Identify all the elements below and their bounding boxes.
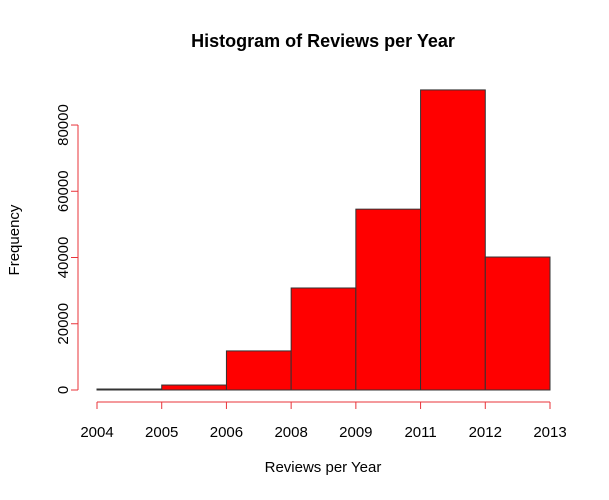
bar [484,256,551,391]
x-tick-label: 2013 [533,424,566,441]
y-tick-label: 20000 [55,303,72,345]
y-tick-label: 40000 [55,237,72,279]
x-tick-label: 2009 [339,424,372,441]
x-tick-label: 2011 [404,424,436,441]
y-tick-label: 60000 [55,170,72,212]
bar [420,89,486,391]
x-axis-label: Reviews per Year [265,459,382,476]
chart-title: Histogram of Reviews per Year [191,31,455,51]
bar [96,388,163,391]
x-tick-label: 2004 [80,424,113,441]
bar [225,350,292,391]
x-tick-label: 2005 [145,424,178,441]
y-tick-label: 0 [55,386,72,394]
bar [161,384,227,391]
y-axis-label: Frequency [6,204,23,275]
x-tick-label: 2012 [469,424,502,441]
y-tick-label: 80000 [55,104,72,146]
bar [355,208,422,391]
bar [290,287,357,391]
x-tick-label: 2006 [210,424,243,441]
x-tick-label: 2008 [274,424,307,441]
